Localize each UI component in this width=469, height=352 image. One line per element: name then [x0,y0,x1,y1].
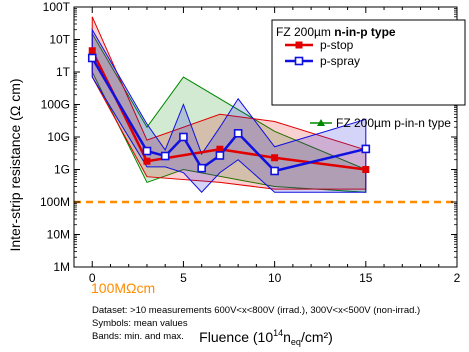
markers-layer [87,47,371,176]
marker-p-stop [362,166,370,173]
legend: FZ 200µm n-in-p type p-stop p-spray FZ 20… [271,19,466,130]
marker-p-spray [270,166,279,176]
x-tick-label: 15 [359,271,373,285]
threshold-label: 100MΩcm [91,280,155,296]
marker-p-spray [179,132,188,142]
marker-p-spray [142,146,152,156]
legend-marker-p-spray [294,56,304,66]
legend-title: FZ 200µm n-in-p type [276,25,396,39]
legend-box [271,19,466,106]
annotations: Dataset: >10 measurements 600V<x<800V (i… [92,305,420,342]
x-tick-label: 10 [268,271,282,285]
legend-label-p-stop: p-stop [320,38,354,52]
marker-p-spray [361,144,371,154]
marker-p-spray [87,53,97,63]
marker-p-spray [160,151,170,161]
legend-title-prefix: FZ 200µm [276,25,334,39]
y-tick-label: 100G [41,98,70,112]
y-tick-label: 10G [47,130,70,144]
legend-entries: p-stop p-spray [285,38,360,126]
x-tick-label: 5 [180,271,187,285]
tick-labels-layer: 0 5 10 15 2 1M 10M 100M 1G 10G 100G 1T 10T 100T [40,0,461,285]
bands-layer [91,16,367,193]
band-p-spray [91,27,367,193]
legend-entry-p-in-n-label: FZ 200µm p-in-n type [336,116,451,130]
annotation-dataset: Dataset: >10 measurements 600V<x<800V (i… [92,305,420,316]
y-tick-label: 1G [54,163,70,177]
x-axis-label-sup: 14 [273,328,283,338]
x-axis-label: Fluence (1014neq/cm²) [199,328,333,347]
legend-title-bold: n-in-p type [334,25,396,39]
threshold-layer: 100MΩcm [74,200,457,296]
y-tick-label: 100M [40,195,70,209]
x-axis-label-mid: n [283,329,291,345]
marker-p-spray [215,151,225,160]
y-axis-label: Inter-strip resistance (Ω cm) [7,78,23,251]
y-tick-label: 1M [53,260,70,274]
y-tick-label: 10T [49,33,70,47]
y-tick-label: 100T [43,0,71,14]
legend-marker-p-stop [295,41,303,49]
marker-p-stop [271,154,279,162]
marker-p-stop [143,157,151,165]
x-axis-label-main: Fluence (10 [199,329,273,345]
x-tick-label: 2 [454,271,461,285]
annotation-symbols: Symbols: mean values [92,318,188,329]
marker-p-stop [88,47,96,55]
legend-label-p-spray: p-spray [320,54,360,68]
x-axis-label-sub: eq [291,337,301,347]
legend-marker-p-in-n [317,119,325,126]
marker-p-spray [197,163,206,173]
y-tick-label: 10M [47,228,70,242]
marker-p-spray [233,128,243,138]
y-tick-label: 1T [56,65,71,79]
x-axis-label-tail: /cm²) [301,329,333,345]
x-tick-label: 0 [89,271,96,285]
annotation-bands: Bands: min. and max. [92,331,184,342]
marker-p-stop [216,145,224,153]
